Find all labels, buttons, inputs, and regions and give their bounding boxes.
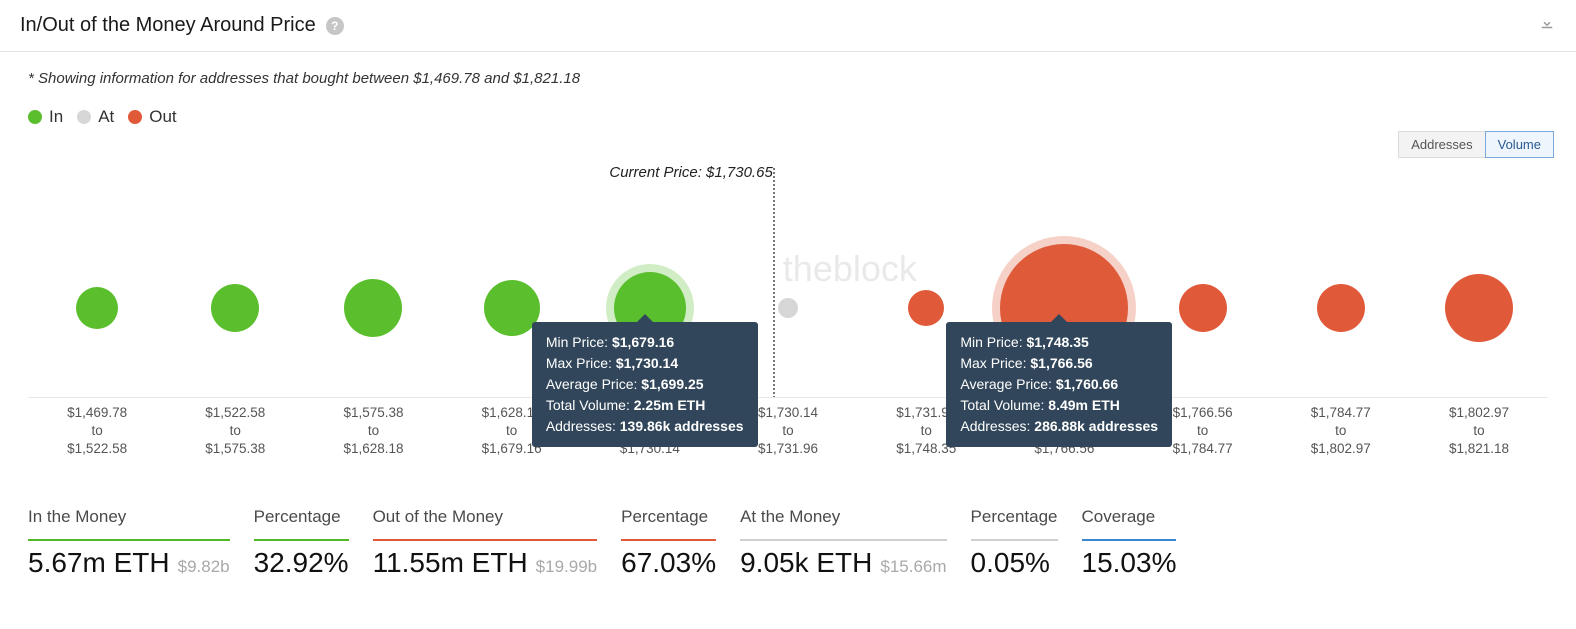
- bubbles-row: [28, 218, 1548, 398]
- bubble-cell: [166, 218, 304, 397]
- help-icon[interactable]: ?: [326, 17, 344, 35]
- stat-in-pct-label: Percentage: [254, 507, 349, 533]
- stat-at-pct-value: 0.05%: [971, 547, 1050, 579]
- legend-out: Out: [128, 107, 176, 127]
- legend-at: At: [77, 107, 114, 127]
- bubble-cell: [304, 218, 442, 397]
- toggle-row: Addresses Volume: [0, 127, 1576, 158]
- stat-out-label: Out of the Money: [373, 507, 598, 533]
- stat-at-sub: $15.66m: [880, 557, 946, 577]
- header: In/Out of the Money Around Price ?: [0, 0, 1576, 52]
- toggle-volume[interactable]: Volume: [1485, 131, 1554, 158]
- stat-at-pct-sep: [971, 539, 1058, 541]
- bubble-in[interactable]: [76, 287, 118, 329]
- bubble-out[interactable]: [908, 290, 944, 326]
- stat-in-label: In the Money: [28, 507, 230, 533]
- title-wrap: In/Out of the Money Around Price ?: [20, 14, 344, 37]
- stat-out-pct-value: 67.03%: [621, 547, 716, 579]
- bubble-cell: [1410, 218, 1548, 397]
- range-note: * Showing information for addresses that…: [0, 52, 1576, 95]
- stat-out-value-num: 11.55m ETH: [373, 547, 528, 579]
- stat-in-sep: [28, 539, 230, 541]
- stat-in-value-num: 5.67m ETH: [28, 547, 170, 579]
- stat-at-pct: Percentage 0.05%: [971, 507, 1058, 579]
- stat-at-sep: [740, 539, 946, 541]
- stat-at-label: At the Money: [740, 507, 946, 533]
- bubble-out[interactable]: [1445, 274, 1513, 342]
- xaxis-label: $1,784.77to$1,802.97: [1272, 404, 1410, 459]
- stats-row: In the Money 5.67m ETH $9.82b Percentage…: [0, 459, 1576, 603]
- bubble-cell: [28, 218, 166, 397]
- bubble-out[interactable]: [1179, 284, 1227, 332]
- xaxis-labels: $1,469.78to$1,522.58$1,522.58to$1,575.38…: [28, 404, 1548, 459]
- current-price-label: Current Price: $1,730.65: [563, 164, 773, 181]
- download-icon[interactable]: [1538, 14, 1556, 37]
- toggle-addresses[interactable]: Addresses: [1398, 131, 1484, 158]
- legend-at-dot: [77, 110, 91, 124]
- stat-coverage: Coverage 15.03%: [1082, 507, 1177, 579]
- legend-out-label: Out: [149, 107, 176, 127]
- stat-out-pct-sep: [621, 539, 716, 541]
- stat-cov-label: Coverage: [1082, 507, 1177, 533]
- toggle-group: Addresses Volume: [1398, 131, 1554, 158]
- xaxis-label: $1,469.78to$1,522.58: [28, 404, 166, 459]
- stat-at-pct-label: Percentage: [971, 507, 1058, 533]
- stat-at: At the Money 9.05k ETH $15.66m: [740, 507, 946, 579]
- bubble-cell: [1272, 218, 1410, 397]
- bubble-in[interactable]: [211, 284, 259, 332]
- xaxis-label: $1,522.58to$1,575.38: [166, 404, 304, 459]
- stat-at-value: 9.05k ETH $15.66m: [740, 547, 946, 579]
- legend: In At Out: [0, 95, 1576, 127]
- stat-in-value: 5.67m ETH $9.82b: [28, 547, 230, 579]
- stat-in: In the Money 5.67m ETH $9.82b: [28, 507, 230, 579]
- tooltip-in: Min Price: $1,679.16Max Price: $1,730.14…: [532, 322, 758, 447]
- stat-out-pct-label: Percentage: [621, 507, 716, 533]
- stat-at-value-num: 9.05k ETH: [740, 547, 872, 579]
- legend-in: In: [28, 107, 63, 127]
- bubble-in[interactable]: [344, 279, 402, 337]
- stat-cov-value: 15.03%: [1082, 547, 1177, 579]
- stat-out: Out of the Money 11.55m ETH $19.99b: [373, 507, 598, 579]
- legend-at-label: At: [98, 107, 114, 127]
- xaxis-label: $1,802.97to$1,821.18: [1410, 404, 1548, 459]
- legend-in-dot: [28, 110, 42, 124]
- page-title: In/Out of the Money Around Price: [20, 14, 316, 37]
- stat-in-pct: Percentage 32.92%: [254, 507, 349, 579]
- legend-out-dot: [128, 110, 142, 124]
- bubble-out[interactable]: [1317, 284, 1365, 332]
- legend-in-label: In: [49, 107, 63, 127]
- stat-out-value: 11.55m ETH $19.99b: [373, 547, 598, 579]
- xaxis-label: $1,575.38to$1,628.18: [304, 404, 442, 459]
- chart: Current Price: $1,730.65 theblock $1,469…: [0, 158, 1576, 459]
- stat-in-pct-sep: [254, 539, 349, 541]
- stat-out-sub: $19.99b: [536, 557, 597, 577]
- stat-in-pct-value: 32.92%: [254, 547, 349, 579]
- stat-cov-sep: [1082, 539, 1177, 541]
- bubble-at[interactable]: [778, 298, 798, 318]
- stat-out-pct: Percentage 67.03%: [621, 507, 716, 579]
- stat-out-sep: [373, 539, 598, 541]
- tooltip-out: Min Price: $1,748.35Max Price: $1,766.56…: [946, 322, 1172, 447]
- stat-in-sub: $9.82b: [178, 557, 230, 577]
